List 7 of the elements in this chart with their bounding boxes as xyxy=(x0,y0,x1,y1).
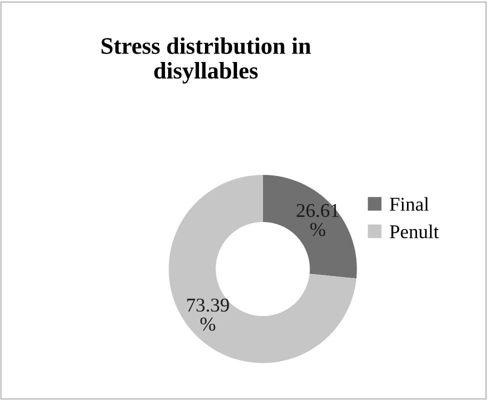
donut-slice xyxy=(168,174,356,364)
chart-title: Stress distribution in disyllables xyxy=(102,37,311,84)
legend-label: Final xyxy=(390,197,429,211)
data-label: 73.39% xyxy=(187,298,229,331)
legend-label: Penult xyxy=(390,224,439,238)
donut-slice xyxy=(262,174,357,279)
data-label: 26.61% xyxy=(296,204,338,236)
